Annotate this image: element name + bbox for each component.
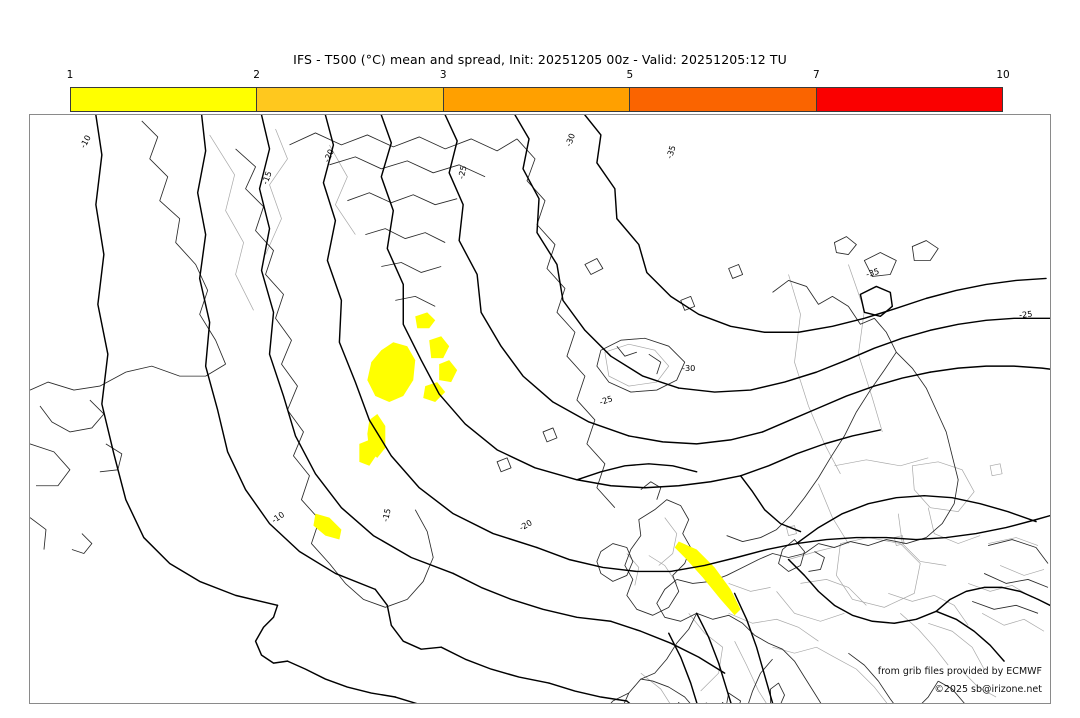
svg-text:-25: -25 xyxy=(1019,309,1033,320)
admin-borders xyxy=(209,128,1045,703)
svg-text:-30: -30 xyxy=(563,132,577,148)
svg-text:-35: -35 xyxy=(664,144,678,160)
svg-text:-10: -10 xyxy=(78,133,93,149)
svg-text:-25: -25 xyxy=(598,393,614,407)
svg-text:-20: -20 xyxy=(321,148,336,164)
credit-source: from grib files provided by ECMWF xyxy=(877,666,1042,677)
colorbar-segment-7-10 xyxy=(816,88,1003,111)
svg-text:-15: -15 xyxy=(380,507,393,522)
colorbar-tick-3: 3 xyxy=(439,69,447,81)
svg-text:-30: -30 xyxy=(682,363,695,373)
svg-text:-35: -35 xyxy=(865,266,881,279)
colorbar-segment-2-3 xyxy=(257,88,444,111)
credit-copyright: ©2025 sb@irizone.net xyxy=(934,684,1042,695)
colorbar-segment-1-2 xyxy=(71,88,258,111)
colorbar-tick-2: 2 xyxy=(253,69,260,81)
colorbar-tick-10: 10 xyxy=(996,69,1010,81)
colorbar-tick-1: 1 xyxy=(66,69,74,81)
map-canvas: -10 -15 -20 -25 -30 -35 -30 -25 -35 -25 … xyxy=(30,115,1050,703)
colorbar-tick-7: 7 xyxy=(813,69,820,81)
coastlines xyxy=(30,120,1049,703)
colorbar-tick-5: 5 xyxy=(626,69,634,81)
colorbar-segments xyxy=(70,87,1003,112)
page-title: IFS - T500 (°C) mean and spread, Init: 2… xyxy=(293,52,787,67)
svg-text:-20: -20 xyxy=(517,517,534,532)
colorbar-segment-3-5 xyxy=(443,88,631,111)
colorbar-tick-labels: 1 2 3 5 7 10 xyxy=(66,68,1010,82)
colorbar xyxy=(70,87,1003,112)
svg-text:-15: -15 xyxy=(260,170,274,186)
colorbar-segment-5-7 xyxy=(630,88,817,111)
svg-text:-25: -25 xyxy=(456,165,469,180)
map-panel: -10 -15 -20 -25 -30 -35 -30 -25 -35 -25 … xyxy=(29,114,1051,704)
contour-lines xyxy=(95,115,1050,703)
contour-labels: -10 -15 -20 -25 -30 -35 -30 -25 -35 -25 … xyxy=(78,132,1033,533)
svg-text:-10: -10 xyxy=(270,509,287,525)
